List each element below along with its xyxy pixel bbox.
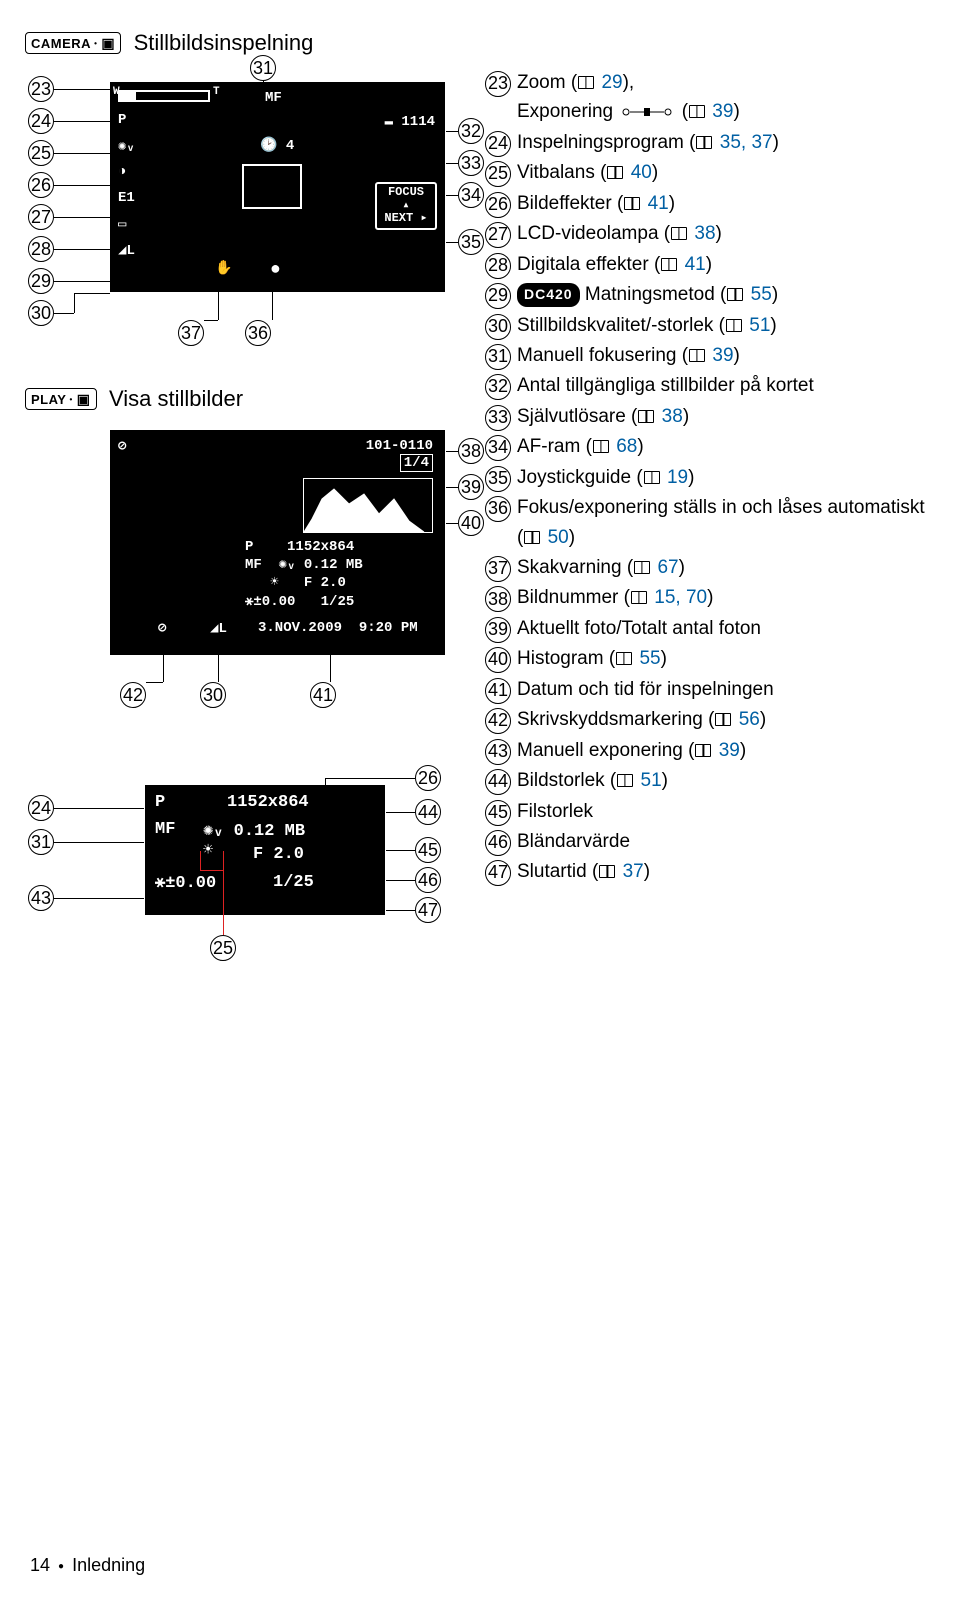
exposure-slider-icon — [622, 98, 672, 110]
callout-29: 29 — [28, 268, 54, 294]
effect-icon: E1 — [118, 190, 135, 206]
wb-icon: ✺ᵥ — [118, 138, 135, 155]
callout-34: 34 — [458, 182, 484, 208]
callout-44: 44 — [415, 799, 441, 825]
callout-27: 27 — [28, 204, 54, 230]
play-mode-text: PLAY — [31, 392, 66, 407]
shake-icon: ✋ — [215, 260, 232, 277]
section-title-2: Visa stillbilder — [109, 386, 243, 412]
card-icon: ▬ 1114 — [385, 114, 435, 130]
callout-37: 37 — [178, 320, 204, 346]
callout-47: 47 — [415, 897, 441, 923]
callout-30b: 30 — [200, 682, 226, 708]
callout-41: 41 — [310, 682, 336, 708]
callout-24b: 24 — [28, 795, 54, 821]
callout-32: 32 — [458, 118, 484, 144]
callout-26b: 26 — [415, 765, 441, 791]
play-mode-badge: PLAY • ▣ — [25, 388, 97, 410]
legend-list: 23 Zoom ( 29), Exponering ( 39) 24Inspel… — [485, 68, 935, 887]
callout-31b: 31 — [28, 829, 54, 855]
protect-icon: ⊘ — [118, 438, 126, 455]
callout-31: 31 — [250, 55, 276, 81]
callout-38: 38 — [458, 438, 484, 464]
section-title-1: Stillbildsinspelning — [134, 30, 314, 56]
callout-39: 39 — [458, 474, 484, 500]
callout-33: 33 — [458, 150, 484, 176]
camera-mode-badge: CAMERA • ▣ — [25, 32, 121, 54]
camera-icon-2: ▣ — [77, 391, 91, 408]
callout-35: 35 — [458, 229, 484, 255]
callout-25b: 25 — [210, 935, 236, 961]
mf-indicator: MF — [265, 90, 282, 106]
callout-30: 30 — [28, 300, 54, 326]
timer-icon: 🕑 4 — [260, 137, 294, 154]
callout-25: 25 — [28, 140, 54, 166]
book-icon — [578, 76, 594, 89]
footer-section: Inledning — [72, 1555, 145, 1575]
zoom-bar — [118, 90, 210, 102]
lamp-icon: ◑ — [118, 164, 126, 180]
camera-screen: W T P ✺ᵥ ◑ E1 ▭ ◢L MF ▬ 1114 🕑 4 FOCUS ▴… — [110, 82, 445, 292]
callout-26: 26 — [28, 172, 54, 198]
histogram — [303, 478, 433, 533]
callout-23: 23 — [28, 76, 54, 102]
callout-42: 42 — [120, 682, 146, 708]
callout-46: 46 — [415, 867, 441, 893]
page-footer: 14 ● Inledning — [30, 1555, 145, 1576]
play-screen: ⊘ 101-0110 1/4 P 1152x864 MF ✺ᵥ 0.12 MB … — [110, 430, 445, 655]
quality-icon: ◢L — [118, 242, 135, 259]
camera-icon: ▣ — [101, 35, 115, 52]
callout-40: 40 — [458, 510, 484, 536]
camera-mode-text: CAMERA — [31, 36, 91, 51]
info-screen: P 1152x864 MF ✺ᵥ 0.12 MB ☀ F 2.0 ⚹±0.00 … — [145, 785, 385, 915]
focus-next-box: FOCUS ▴NEXT ▸ — [375, 182, 437, 230]
callout-36: 36 — [245, 320, 271, 346]
page-number: 14 — [30, 1555, 50, 1575]
callout-43: 43 — [28, 885, 54, 911]
dc420-badge: DC420 — [517, 283, 580, 307]
callout-24: 24 — [28, 108, 54, 134]
callout-45: 45 — [415, 837, 441, 863]
af-frame — [242, 164, 302, 209]
drive-icon: ▭ — [118, 216, 126, 233]
callout-28: 28 — [28, 236, 54, 262]
